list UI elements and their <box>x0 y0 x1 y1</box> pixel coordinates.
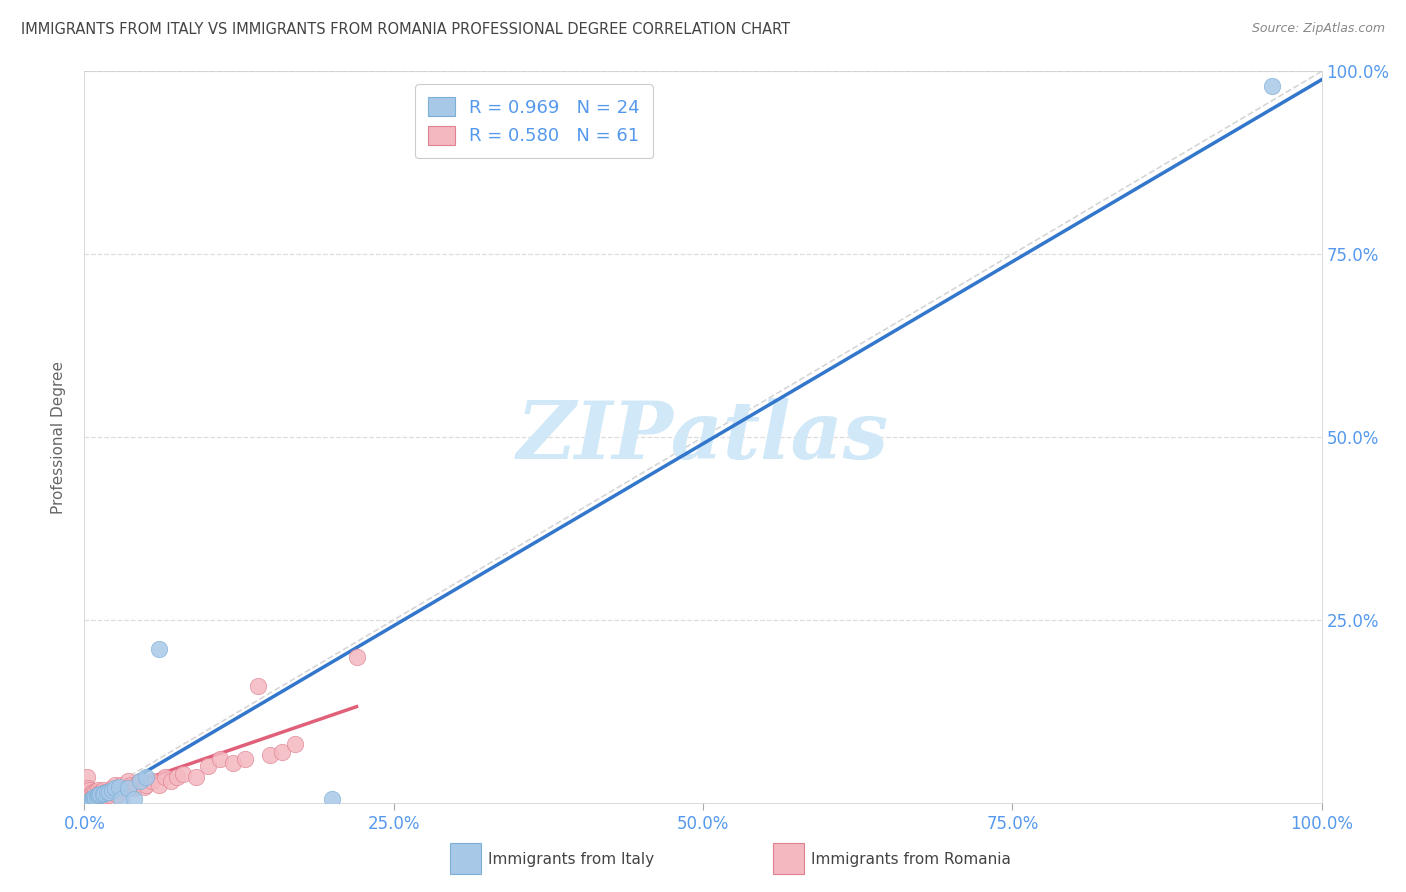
Point <box>80 794 103 808</box>
Point <box>197 759 219 773</box>
Point <box>233 752 256 766</box>
Point <box>98 785 121 799</box>
Point <box>87 782 110 797</box>
Point <box>346 649 368 664</box>
Point <box>86 789 108 804</box>
Legend: R = 0.969   N = 24, R = 0.580   N = 61: R = 0.969 N = 24, R = 0.580 N = 61 <box>415 84 652 158</box>
Point <box>100 781 122 796</box>
Point <box>79 789 101 804</box>
Point <box>89 787 111 801</box>
Point <box>82 792 104 806</box>
Point <box>166 770 188 784</box>
Point <box>87 785 110 799</box>
Point <box>160 773 183 788</box>
Point <box>135 770 157 784</box>
Point <box>148 642 170 657</box>
Text: IMMIGRANTS FROM ITALY VS IMMIGRANTS FROM ROMANIA PROFESSIONAL DEGREE CORRELATION: IMMIGRANTS FROM ITALY VS IMMIGRANTS FROM… <box>21 22 790 37</box>
Point <box>91 782 114 797</box>
Point <box>184 770 207 784</box>
Text: Immigrants from Italy: Immigrants from Italy <box>488 853 654 867</box>
Point <box>222 756 245 770</box>
Text: ZIPatlas: ZIPatlas <box>517 399 889 475</box>
Point <box>82 789 104 803</box>
Point <box>122 792 145 806</box>
Point <box>89 789 111 803</box>
Point <box>93 786 115 800</box>
Point <box>82 791 104 805</box>
Point <box>101 785 124 799</box>
Point <box>83 789 105 804</box>
Point <box>110 792 132 806</box>
Point <box>89 786 111 800</box>
Point <box>209 752 232 766</box>
Point <box>83 789 105 804</box>
Point <box>79 794 101 808</box>
Point <box>84 785 107 799</box>
Point <box>104 781 127 796</box>
Point <box>246 679 269 693</box>
Point <box>91 787 114 801</box>
Point <box>1261 78 1284 93</box>
Point <box>148 777 170 792</box>
Point <box>132 780 155 794</box>
Point <box>84 791 107 805</box>
Point <box>108 780 131 794</box>
Point <box>172 766 194 780</box>
Point <box>93 787 115 801</box>
Point <box>94 785 117 799</box>
Point <box>120 777 142 792</box>
Point <box>122 781 145 796</box>
Point <box>89 787 111 801</box>
Point <box>84 789 107 803</box>
Text: Source: ZipAtlas.com: Source: ZipAtlas.com <box>1251 22 1385 36</box>
Point <box>125 777 148 792</box>
Point <box>79 792 101 806</box>
Point <box>80 791 103 805</box>
Point <box>89 789 111 803</box>
Point <box>90 785 112 799</box>
Point <box>129 773 152 788</box>
Point <box>86 787 108 801</box>
Point <box>117 781 139 796</box>
Point <box>117 773 139 788</box>
Point <box>96 787 118 801</box>
Point <box>98 785 121 799</box>
Point <box>79 787 101 801</box>
Point <box>108 780 131 794</box>
Point <box>91 789 114 804</box>
Point <box>97 789 120 803</box>
Point <box>104 777 127 792</box>
Point <box>83 787 105 801</box>
Point <box>112 781 135 796</box>
Point <box>82 785 104 799</box>
Y-axis label: Professional Degree: Professional Degree <box>51 360 66 514</box>
Point <box>86 789 108 804</box>
Point <box>321 792 343 806</box>
Point <box>80 793 103 807</box>
Text: Immigrants from Romania: Immigrants from Romania <box>811 853 1011 867</box>
Point <box>87 789 110 803</box>
Point <box>77 785 100 799</box>
Point <box>284 737 307 751</box>
Point <box>96 785 118 799</box>
Point <box>105 789 128 803</box>
Point <box>110 777 132 792</box>
Point <box>153 770 176 784</box>
Point <box>76 770 98 784</box>
Point <box>259 748 281 763</box>
Point <box>135 777 157 792</box>
Point <box>77 781 100 796</box>
Point <box>100 782 122 797</box>
Point <box>141 773 163 788</box>
Point <box>129 773 152 788</box>
Point <box>79 782 101 797</box>
Point <box>271 745 294 759</box>
